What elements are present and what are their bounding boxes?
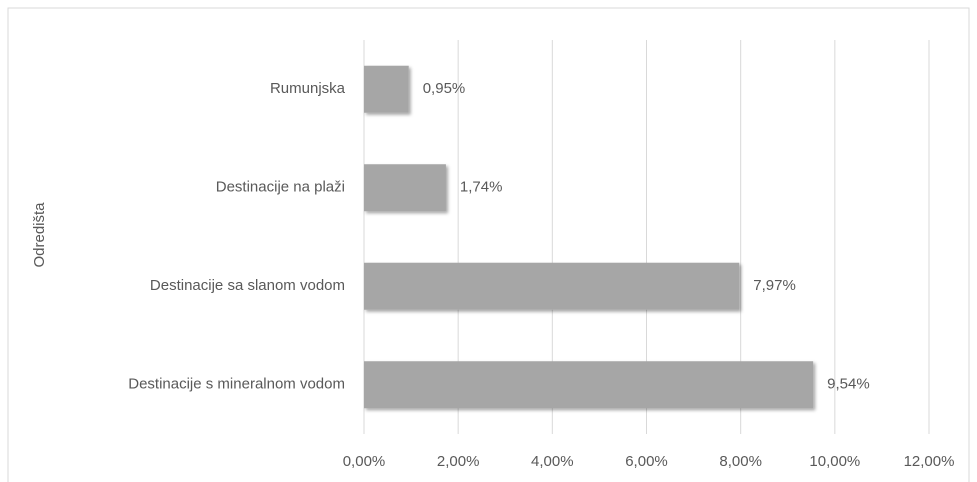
data-label: 9,54% [827,376,870,393]
bar [364,164,446,212]
x-tick-label: 10,00% [809,453,860,470]
x-tick-label: 6,00% [625,453,668,470]
data-label: 7,97% [753,277,796,294]
y-tick-label: Destinacije s mineralnom vodom [128,376,345,393]
data-label: 1,74% [460,179,503,196]
x-tick-label: 2,00% [437,453,480,470]
chart-border [7,7,970,482]
y-tick-label: Rumunjska [270,80,346,97]
x-tick-label: 0,00% [343,453,386,470]
x-tick-label: 12,00% [904,453,955,470]
bar [364,65,409,113]
y-tick-label: Destinacije na plaži [216,179,345,196]
x-tick-label: 4,00% [531,453,574,470]
y-axis-title: Odredišta [31,202,48,268]
x-tick-label: 8,00% [719,453,762,470]
bar [364,262,740,310]
y-tick-label: Destinacije sa slanom vodom [150,277,345,294]
data-label: 0,95% [423,80,466,97]
bar [364,361,814,409]
